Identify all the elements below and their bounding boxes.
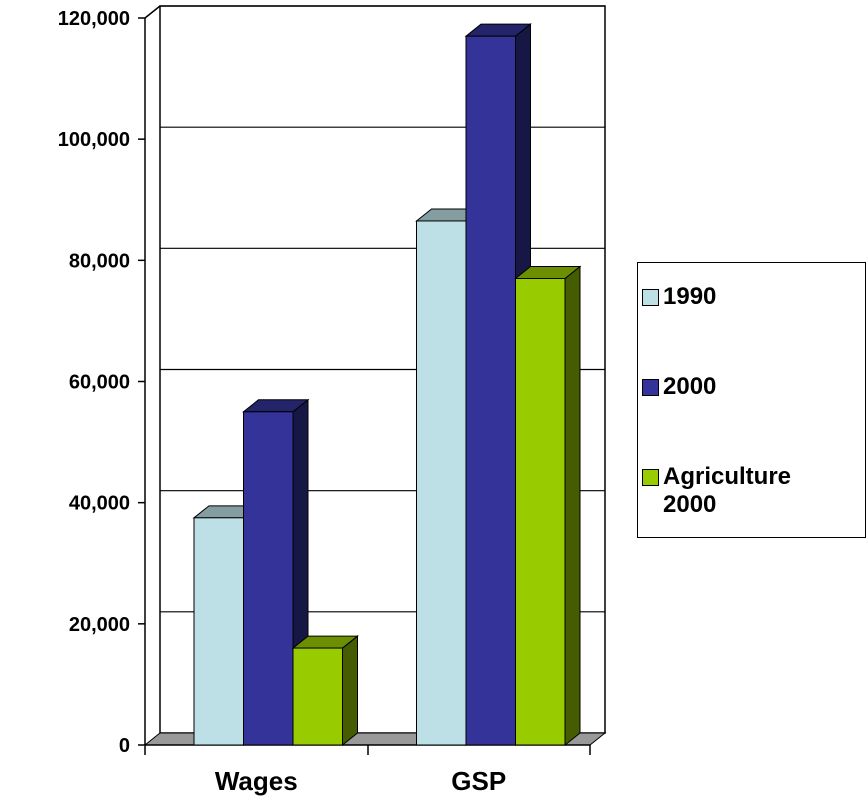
bar [515,278,566,746]
y-tick-label: 80,000 [69,250,130,272]
bar [292,647,343,746]
side-wall-edge [144,5,161,19]
y-tick-label: 40,000 [69,493,130,515]
legend-swatch [642,379,659,396]
legend-swatch [642,289,659,306]
bar-side [564,265,581,747]
legend-item: Agriculture 2000 [642,463,864,519]
y-tick-label: 120,000 [58,8,130,30]
legend-item: 2000 [642,373,864,401]
x-tick-label: GSP [451,766,506,796]
legend: 1990 2000 Agriculture 2000 [637,262,866,538]
y-tick-label: 60,000 [69,372,130,394]
legend-item: 1990 [642,283,864,311]
bar [243,411,294,746]
bar [193,517,244,746]
legend-label: Agriculture 2000 [663,463,792,518]
legend-label: 2000 [663,373,717,400]
bar [465,35,516,746]
bar-side [342,635,358,747]
y-tick-label: 0 [119,735,130,757]
bar [416,220,467,746]
y-tick-label: 100,000 [58,129,130,151]
x-tick-label: Wages [215,766,298,796]
y-tick-label: 20,000 [69,614,130,636]
legend-label: 1990 [663,283,717,310]
legend-swatch [642,469,659,486]
